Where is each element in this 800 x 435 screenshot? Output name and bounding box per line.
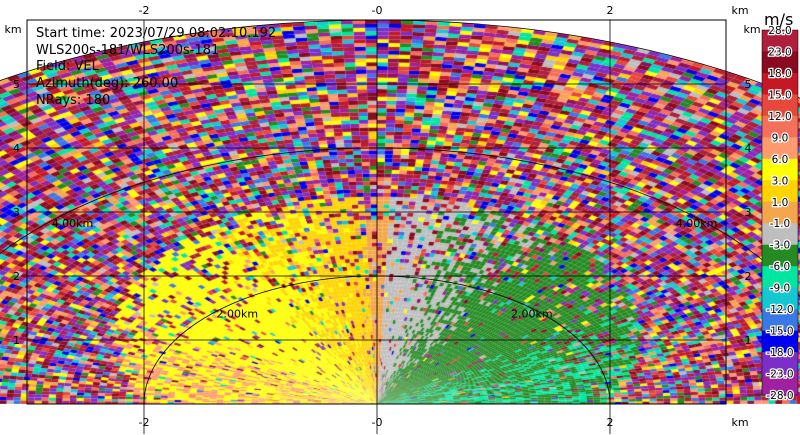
colorbar-label: -3.0 bbox=[770, 240, 791, 252]
range-ring-label: 2.00km bbox=[511, 307, 553, 320]
azimuth-text: Azimuth(deg): 260.00 bbox=[36, 76, 179, 91]
colorbar-label: -18.0 bbox=[766, 347, 793, 359]
colorbar-label: -9.0 bbox=[770, 283, 791, 295]
colorbar-label: 28.0 bbox=[768, 25, 791, 37]
instrument-text: WLS200s-181/WLS200s-181 bbox=[36, 43, 220, 58]
field-text: Field: VEL bbox=[36, 59, 99, 74]
range-ring-label: 4.00km bbox=[52, 217, 94, 230]
colorbar-swatch bbox=[762, 94, 798, 117]
colorbar-label: 6.0 bbox=[772, 154, 789, 166]
x-tick-label-bottom: -2 bbox=[139, 416, 150, 429]
colorbar-label: 18.0 bbox=[768, 68, 791, 80]
colorbar-swatch bbox=[762, 72, 798, 95]
start-time-text: Start time: 2023/07/29 08:02:10.192 bbox=[36, 26, 277, 41]
colorbar: 28.0 23.0 18.0 15.0 12.0 9.0 6.0 3.0 1.0 -1.0 -3.0… bbox=[761, 24, 799, 403]
colorbar-swatch bbox=[762, 373, 798, 396]
colorbar-swatch bbox=[762, 115, 798, 138]
colorbar-label: -12.0 bbox=[766, 304, 793, 316]
colorbar-swatch bbox=[762, 266, 798, 289]
y-tick-label-left: 5 bbox=[13, 78, 20, 91]
colorbar-swatch bbox=[762, 330, 798, 353]
colorbar-swatch bbox=[762, 244, 798, 267]
colorbar-swatch bbox=[762, 201, 798, 224]
colorbar-label: -6.0 bbox=[770, 261, 791, 273]
y-tick-label-right: 1 bbox=[745, 334, 752, 347]
colorbar-swatch bbox=[762, 309, 798, 332]
axes: -4-4-2-2-0-02244kmkm1122334455kmkm bbox=[4, 4, 761, 434]
y-tick-label-right: 4 bbox=[745, 142, 752, 155]
colorbar-label: 23.0 bbox=[768, 46, 791, 58]
colorbar-swatch bbox=[762, 137, 798, 160]
colorbar-label: 3.0 bbox=[772, 175, 789, 187]
y-unit-left: km bbox=[4, 23, 21, 36]
colorbar-swatch bbox=[762, 180, 798, 203]
colorbar-unit: m/s bbox=[764, 10, 794, 29]
nrays-text: NRays: 180 bbox=[36, 93, 111, 108]
y-tick-label-right: 2 bbox=[745, 270, 752, 283]
colorbar-label: -28.0 bbox=[766, 390, 793, 402]
colorbar-swatch bbox=[762, 30, 798, 52]
range-ring-label: 2.00km bbox=[216, 307, 258, 320]
colorbar-swatch bbox=[762, 51, 798, 74]
colorbar-label: 12.0 bbox=[768, 111, 791, 123]
x-tick-label-top: -0 bbox=[372, 4, 383, 17]
y-tick-label-right: 3 bbox=[745, 206, 752, 219]
x-tick-label-bottom: -0 bbox=[372, 416, 383, 429]
colorbar-label: 1.0 bbox=[772, 197, 789, 209]
colorbar-swatch bbox=[762, 352, 798, 375]
y-tick-label-left: 3 bbox=[13, 206, 20, 219]
range-ring-label: 4.00km bbox=[676, 217, 718, 230]
range-ring bbox=[143, 275, 611, 405]
colorbar-swatch bbox=[762, 287, 798, 310]
x-tick-label-top: 2 bbox=[607, 4, 614, 17]
x-tick-label-top: -2 bbox=[139, 4, 150, 17]
colorbar-label: -23.0 bbox=[766, 369, 793, 381]
x-unit-bottom: km bbox=[731, 416, 748, 429]
y-tick-label-right: 5 bbox=[745, 78, 752, 91]
colorbar-label: 15.0 bbox=[768, 89, 791, 101]
colorbar-label: -1.0 bbox=[770, 218, 791, 230]
y-tick-label-left: 1 bbox=[13, 334, 20, 347]
x-unit-top: km bbox=[731, 4, 748, 17]
y-unit-right: km bbox=[743, 23, 760, 36]
colorbar-frame bbox=[761, 29, 799, 396]
y-tick-label-left: 2 bbox=[13, 270, 20, 283]
colorbar-swatch bbox=[762, 223, 798, 246]
y-tick-label-left: 4 bbox=[13, 142, 20, 155]
colorbar-swatch bbox=[762, 158, 798, 181]
x-tick-label-bottom: 2 bbox=[607, 416, 614, 429]
axes-frame bbox=[26, 19, 727, 405]
colorbar-label: 9.0 bbox=[772, 132, 789, 144]
colorbar-label: -15.0 bbox=[766, 326, 793, 338]
